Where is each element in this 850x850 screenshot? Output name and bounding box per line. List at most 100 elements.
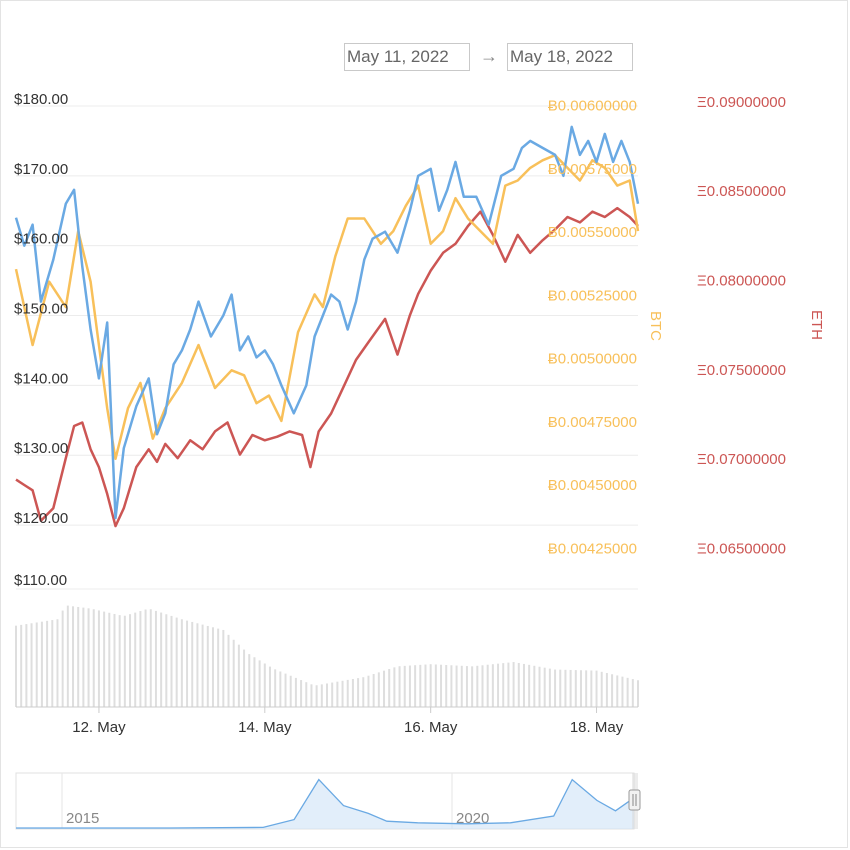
volume-bar (564, 669, 567, 707)
volume-bar (491, 664, 494, 707)
btc-tick-label: Ƀ0.00500000 (548, 351, 637, 368)
volume-bar (398, 666, 401, 707)
volume-bar (92, 609, 95, 707)
btc-tick-label: Ƀ0.00525000 (548, 287, 637, 304)
volume-bar (621, 676, 624, 707)
volume-bar (279, 671, 282, 707)
volume-bar (554, 669, 557, 707)
volume-bar (134, 612, 137, 707)
volume-bar (336, 681, 339, 707)
volume-bar (367, 675, 370, 707)
volume-bar (611, 674, 614, 707)
volume-bar (139, 611, 142, 707)
usd-tick-label: $170.00 (14, 161, 68, 178)
volume-bar (434, 664, 437, 707)
volume-bar (465, 666, 468, 707)
axis-ticks: $120.00 $130.00 $140.00 $150.00 $160.00 $170.… (14, 91, 825, 736)
volume-tick-label: $110.00 (14, 572, 67, 589)
volume-bar (383, 670, 386, 707)
volume-bar (222, 629, 225, 707)
volume-bar (25, 624, 28, 707)
volume-bar (559, 669, 562, 707)
volume-bar (626, 677, 629, 707)
volume-bar (326, 683, 328, 707)
volume-bar (408, 665, 411, 707)
volume-bar (320, 684, 323, 707)
volume-bar (372, 674, 375, 707)
volume-bar (294, 677, 297, 707)
btc-tick-label: Ƀ0.00425000 (548, 540, 637, 557)
volume-bar (579, 670, 582, 707)
volume-bar (232, 639, 235, 707)
volume-bar (175, 617, 178, 707)
volume-bar (497, 663, 500, 707)
series-lines (14, 125, 640, 528)
btc-tick-label: Ƀ0.00600000 (548, 98, 637, 115)
volume-bar (440, 664, 443, 707)
volume-bar (253, 657, 256, 707)
usd-tick-label: $130.00 (14, 440, 68, 457)
usd-tick-label: $150.00 (14, 301, 68, 318)
usd-line (14, 125, 640, 520)
volume-bar (201, 624, 204, 707)
volume-bar (569, 669, 572, 707)
volume-bar (605, 673, 608, 707)
volume-bar (82, 607, 85, 707)
navigator-line (16, 778, 635, 829)
volume-bar (97, 610, 100, 707)
x-tick-label: 16. May (404, 719, 458, 736)
volume-bar (616, 675, 619, 707)
volume-bar (191, 621, 194, 707)
volume-bar (284, 673, 287, 707)
date-to-input[interactable]: May 18, 2022 (507, 43, 633, 71)
volume-bar (186, 620, 189, 707)
volume-bar (300, 680, 303, 707)
eth-tick-label: Ξ0.09000000 (697, 94, 786, 111)
volume-bar (248, 654, 251, 707)
navigator-year-label: 2020 (456, 810, 489, 827)
volume-bar (315, 685, 318, 707)
volume-bar (476, 665, 479, 707)
volume-bar (129, 614, 132, 707)
volume-bar (507, 662, 510, 707)
date-from-input[interactable]: May 11, 2022 (344, 43, 470, 71)
grid-lines (16, 105, 638, 590)
eth-tick-label: Ξ0.08500000 (697, 183, 786, 200)
x-tick-label: 14. May (238, 719, 292, 736)
eth-line (15, 206, 639, 528)
volume-bar (585, 670, 588, 707)
volume-bar (595, 670, 598, 707)
volume-bar (46, 620, 49, 707)
navigator[interactable]: 2015 2020 (15, 772, 641, 830)
volume-bar (445, 665, 448, 707)
volume-bar (631, 679, 634, 707)
volume-bar (15, 625, 17, 707)
usd-tick-label: $180.00 (14, 91, 68, 108)
volume-bar (522, 663, 525, 707)
volume-bar (351, 679, 354, 707)
volume-bar (548, 668, 551, 707)
volume-bar (227, 634, 230, 707)
volume-bar (388, 669, 391, 707)
volume-bar (113, 613, 116, 707)
volume-bar (87, 608, 90, 707)
date-range-arrow: → (480, 46, 498, 66)
volume-bar (362, 677, 365, 707)
volume-bar (20, 624, 23, 707)
volume-bar (289, 675, 292, 707)
volume-bar (590, 670, 593, 707)
volume-bar (419, 664, 422, 707)
volume-bar (180, 619, 183, 707)
volume-bar (123, 615, 126, 707)
volume-bar (310, 684, 313, 707)
volume-bar (211, 627, 214, 707)
navigator-handle[interactable] (628, 789, 641, 811)
eth-tick-label: Ξ0.08000000 (697, 273, 786, 290)
btc-line (14, 153, 640, 461)
volume-bar (429, 664, 432, 707)
volume-bar (35, 622, 38, 707)
volume-bars (15, 605, 639, 708)
volume-bar (243, 649, 246, 707)
volume-bar (30, 623, 33, 707)
volume-bar (72, 606, 75, 707)
